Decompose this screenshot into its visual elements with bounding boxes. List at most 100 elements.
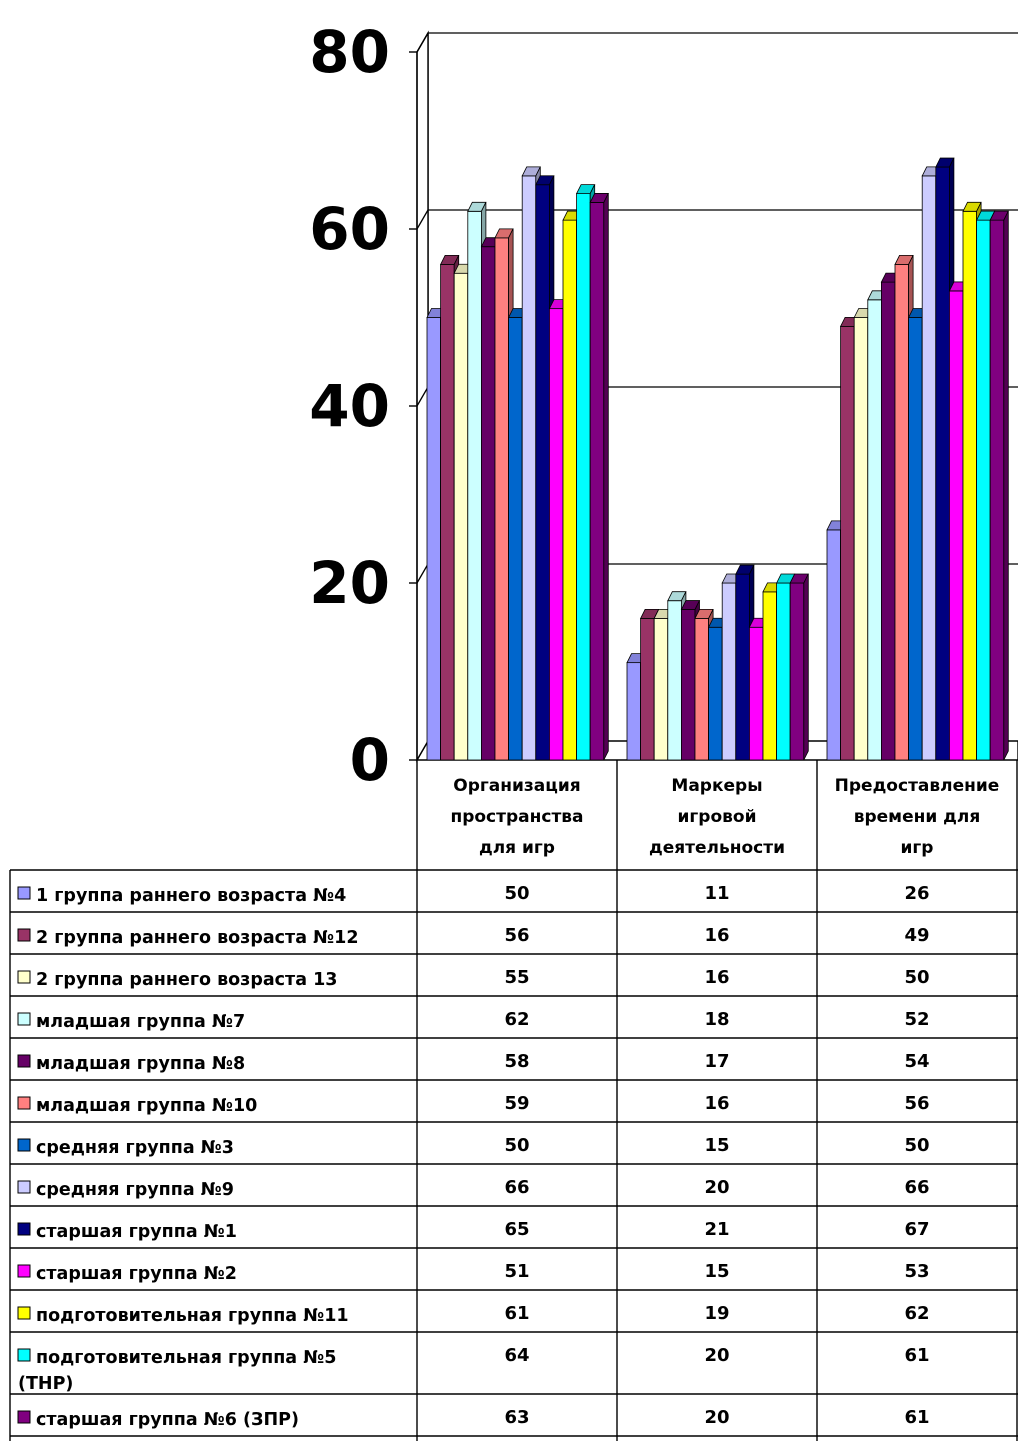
table-cell: 61 (904, 1345, 929, 1366)
table-cell: 50 (904, 967, 929, 988)
table-cell: 18 (704, 1009, 729, 1030)
bar-front (494, 237, 510, 761)
table-cell: 62 (904, 1303, 929, 1324)
y-tick-label: 40 (309, 372, 390, 440)
bar-front (467, 210, 482, 761)
category-label: Предоставление (835, 776, 1000, 796)
table-cell: 16 (704, 967, 729, 988)
bar-front (626, 662, 642, 761)
series-name: 2 группа раннего возраста №12 (36, 928, 359, 948)
table-cell: 63 (504, 1407, 529, 1428)
bar-front (694, 618, 710, 761)
bar-front (881, 281, 896, 761)
table-row: средняя группа №9 66 20 66 (10, 1177, 1018, 1207)
table-cell: 26 (904, 883, 929, 904)
legend-key (17, 886, 31, 900)
legend-key (17, 1138, 31, 1152)
bar-front (921, 175, 937, 761)
bars (426, 157, 1009, 761)
bar-front (867, 299, 882, 761)
table-cell: 55 (504, 967, 529, 988)
table-cell: 59 (504, 1093, 529, 1114)
table-cell: 19 (704, 1303, 729, 1324)
category-label: игр (901, 838, 934, 858)
bar-front (962, 210, 978, 761)
table-row: старшая группа №1 65 21 67 (10, 1219, 1018, 1249)
bar-front (535, 184, 550, 761)
table-cell: 11 (704, 883, 729, 904)
table-cell: 56 (904, 1093, 929, 1114)
table-cell: 17 (704, 1051, 729, 1072)
gridline-side (416, 386, 429, 407)
table-cell: 21 (704, 1219, 729, 1240)
y-tick-label: 80 (309, 18, 390, 86)
category-label: деятельности (649, 838, 785, 858)
bar-front (789, 582, 805, 761)
legend-key (17, 1306, 31, 1320)
table-row: средняя группа №3 50 15 50 (10, 1135, 1018, 1165)
series-name: старшая группа №1 (36, 1222, 237, 1242)
bar-front (826, 529, 842, 761)
series-name: подготовительная группа №11 (36, 1306, 349, 1326)
category-label: для игр (479, 838, 555, 858)
legend-key (17, 1096, 31, 1110)
bar-front (653, 618, 669, 761)
bar-front (667, 600, 682, 761)
table-cell: 15 (704, 1261, 729, 1282)
data-table: Организация пространства для игр Маркеры игр… (9, 760, 1018, 1441)
series-name: старшая группа №6 (ЗПР) (36, 1410, 299, 1430)
table-cell: 50 (904, 1135, 929, 1156)
bar-front (989, 219, 1005, 761)
bar-side (803, 573, 809, 761)
table-row: младшая группа №7 62 18 52 (10, 1009, 1018, 1039)
series-name: 2 группа раннего возраста 13 (36, 970, 337, 990)
legend-key (17, 1410, 31, 1424)
series-name: младшая группа №8 (36, 1054, 245, 1074)
bar-front (562, 219, 578, 761)
table-row: 2 группа раннего возраста №12 56 16 49 (10, 925, 1018, 955)
bar-front (640, 618, 655, 761)
category-label: пространства (450, 807, 583, 827)
table-row: 1 группа раннего возраста №4 50 11 26 (10, 883, 1018, 913)
table-cell: 53 (904, 1261, 929, 1282)
y-axis: 0 20 40 60 80 (309, 18, 418, 794)
series-name: 1 группа раннего возраста №4 (36, 886, 346, 906)
table-cell: 64 (504, 1345, 529, 1366)
table-cell: 66 (904, 1177, 929, 1198)
table-cell: 49 (904, 925, 929, 946)
table-cell: 50 (504, 883, 529, 904)
bar-front (426, 317, 442, 761)
bar-front (508, 317, 523, 761)
table-row: младшая группа №10 59 16 56 (10, 1093, 1018, 1123)
bar-front (935, 166, 950, 761)
series-name: младшая группа №7 (36, 1012, 245, 1032)
table-cell: 50 (504, 1135, 529, 1156)
bar-front (440, 263, 455, 761)
table-row: 2 группа раннего возраста 13 55 16 50 (10, 967, 1018, 997)
series-name: подготовительная группа №5 (36, 1348, 336, 1368)
bar-front (762, 591, 778, 761)
bar-front (708, 626, 723, 761)
table-cell: 61 (504, 1303, 529, 1324)
bar-front (576, 193, 591, 761)
legend-key (17, 1054, 31, 1068)
series-name: младшая группа №10 (36, 1096, 257, 1116)
table-cell: 62 (504, 1009, 529, 1030)
bar-front (853, 317, 869, 761)
bar-front (681, 609, 696, 761)
table-cell: 66 (504, 1177, 529, 1198)
table-cell: 15 (704, 1135, 729, 1156)
gridline-side (416, 32, 429, 53)
table-cell: 54 (904, 1051, 929, 1072)
bar-side (1003, 210, 1009, 761)
table-cell: 58 (504, 1051, 529, 1072)
bar-front (480, 246, 496, 761)
bar (789, 573, 809, 761)
bar-front (908, 317, 923, 761)
series-name: средняя группа №3 (36, 1138, 234, 1158)
bar-front (894, 263, 910, 761)
series-name: старшая группа №2 (36, 1264, 237, 1284)
table-cell: 61 (904, 1407, 929, 1428)
table-cell: 16 (704, 1093, 729, 1114)
